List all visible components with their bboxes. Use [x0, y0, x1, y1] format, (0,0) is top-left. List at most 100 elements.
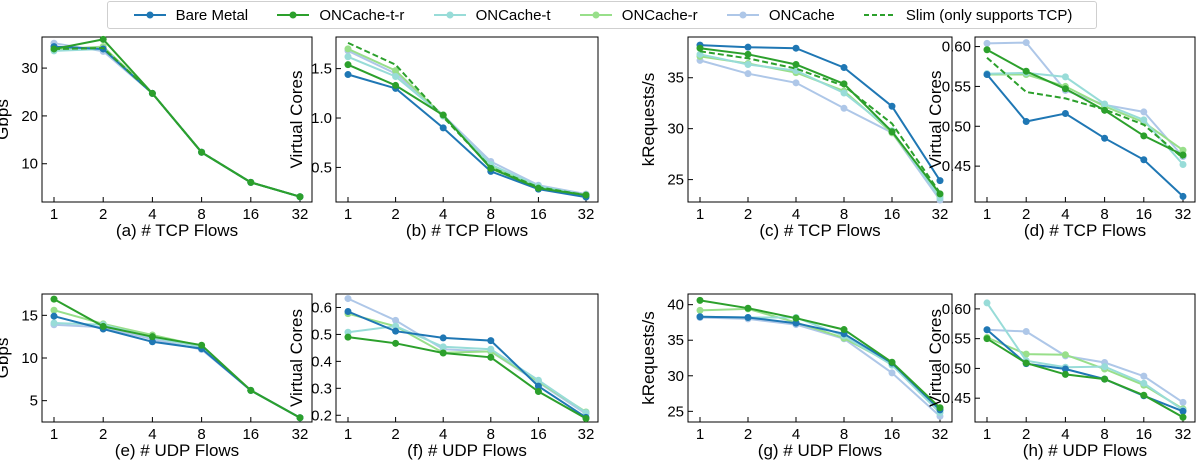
x-tick-label: 1 [696, 206, 704, 223]
chart-panel: 25 30 35 40 1 2 4 8 16 32 (g) # UDP Flows kRequests… [639, 293, 953, 460]
data-point [392, 73, 400, 81]
x-tick-label: 1 [344, 206, 352, 223]
series-line [53, 298, 301, 419]
x-tick-label: 16 [242, 426, 259, 443]
data-point [1101, 363, 1109, 371]
data-point [888, 102, 896, 110]
series-line [347, 297, 587, 415]
data-point [148, 333, 156, 341]
data-point [840, 104, 848, 112]
x-axis-label: (h) # UDP Flows [1023, 441, 1147, 460]
data-point [296, 193, 304, 201]
chart-panel: 0.5 1.0 1.5 1 2 4 8 16 32 (b) # TCP Flows Virtual … [287, 36, 599, 240]
legend-label: ONCache [768, 6, 835, 24]
x-tick-label: 2 [99, 426, 107, 443]
data-point [1061, 351, 1069, 359]
chart-panel: 10 20 30 1 2 4 8 16 32 (a) # TCP Flows Gbps [0, 35, 313, 240]
x-tick-label: 4 [1061, 206, 1069, 223]
x-tick-label: 2 [744, 426, 752, 443]
data-point [582, 414, 590, 422]
y-tick-label: 0.4 [311, 353, 332, 370]
data-point [744, 313, 752, 321]
data-point [888, 128, 896, 136]
x-tick-label: 8 [840, 426, 848, 443]
data-point [439, 349, 447, 357]
y-tick-label: 10 [21, 156, 38, 173]
x-tick-label: 4 [148, 426, 156, 443]
data-point [392, 67, 400, 75]
x-tick-label: 8 [840, 206, 848, 223]
x-tick-label: 16 [1135, 206, 1152, 223]
data-point [1061, 370, 1069, 378]
x-tick-label: 16 [884, 206, 901, 223]
series-line [347, 41, 587, 197]
y-tick-label: 0.60 [942, 39, 971, 56]
data-point [344, 295, 352, 303]
data-point [50, 312, 58, 320]
data-point [744, 70, 752, 78]
y-axis-label: Virtual Cores [926, 71, 945, 169]
legend-label: Slim (only supports TCP) [905, 6, 1073, 24]
data-point [344, 333, 352, 341]
data-point [99, 322, 107, 330]
data-point [582, 409, 590, 417]
x-tick-label: 2 [1022, 206, 1030, 223]
y-tick-label: 30 [21, 60, 38, 77]
x-tick-label: 1 [50, 206, 58, 223]
y-axis-label: Gbps [0, 338, 12, 379]
data-point [888, 358, 896, 366]
y-tick-label: 35 [667, 332, 684, 349]
legend-label: Bare Metal [175, 6, 249, 24]
data-point [1140, 156, 1148, 164]
data-point [534, 376, 542, 384]
data-point [148, 338, 156, 346]
plot-frame [41, 36, 313, 203]
data-point [1022, 328, 1030, 336]
y-tick-label: 35 [667, 70, 684, 87]
data-point [50, 319, 58, 327]
data-point [1061, 73, 1069, 81]
data-point [1061, 365, 1069, 373]
data-point [744, 304, 752, 312]
data-point [1022, 39, 1030, 47]
y-tick-label: 0.3 [311, 380, 332, 397]
data-point [936, 404, 944, 412]
data-point [1022, 350, 1030, 358]
x-tick-label: 16 [884, 426, 901, 443]
data-point [296, 414, 304, 422]
legend-item: ONCache [725, 7, 835, 24]
data-point [534, 388, 542, 396]
data-point [344, 308, 352, 316]
legend-label: ONCache-r [621, 6, 698, 24]
plot-frame [687, 293, 953, 423]
data-point [1179, 161, 1187, 169]
x-tick-label: 4 [148, 206, 156, 223]
data-point [840, 89, 848, 97]
data-point [983, 46, 991, 54]
x-tick-label: 32 [932, 206, 949, 223]
y-tick-label: 0.45 [942, 390, 971, 407]
chart-panel: 0.45 0.50 0.55 0.60 1 2 4 8 16 32 (d) # TCP Flows V… [926, 36, 1196, 240]
y-axis-label: Virtual Cores [926, 309, 945, 407]
data-point [247, 386, 255, 394]
x-tick-label: 4 [792, 426, 800, 443]
series-line [53, 46, 301, 198]
series-line [699, 299, 941, 409]
y-tick-label: 0.2 [311, 407, 332, 424]
chart-panel: 0.2 0.3 0.4 0.5 0.6 1 2 4 8 16 32 (f) # UDP Flows Vi… [287, 293, 599, 460]
x-tick-label: 32 [578, 206, 595, 223]
data-point [344, 53, 352, 61]
data-point [983, 70, 991, 78]
x-tick-label: 1 [344, 426, 352, 443]
x-axis-label: (b) # TCP Flows [406, 221, 528, 240]
series-line [986, 56, 1184, 159]
x-axis-label: (f) # UDP Flows [407, 441, 527, 460]
chart-panel: 25 30 35 1 2 4 8 16 32 (c) # TCP Flows kRequests/s [639, 36, 953, 240]
data-point [1179, 407, 1187, 415]
legend-swatch [277, 11, 310, 19]
x-tick-label: 2 [744, 206, 752, 223]
data-point [983, 39, 991, 47]
data-point [50, 306, 58, 314]
y-axis-label: kRequests/s [639, 311, 658, 405]
x-tick-label: 4 [792, 206, 800, 223]
